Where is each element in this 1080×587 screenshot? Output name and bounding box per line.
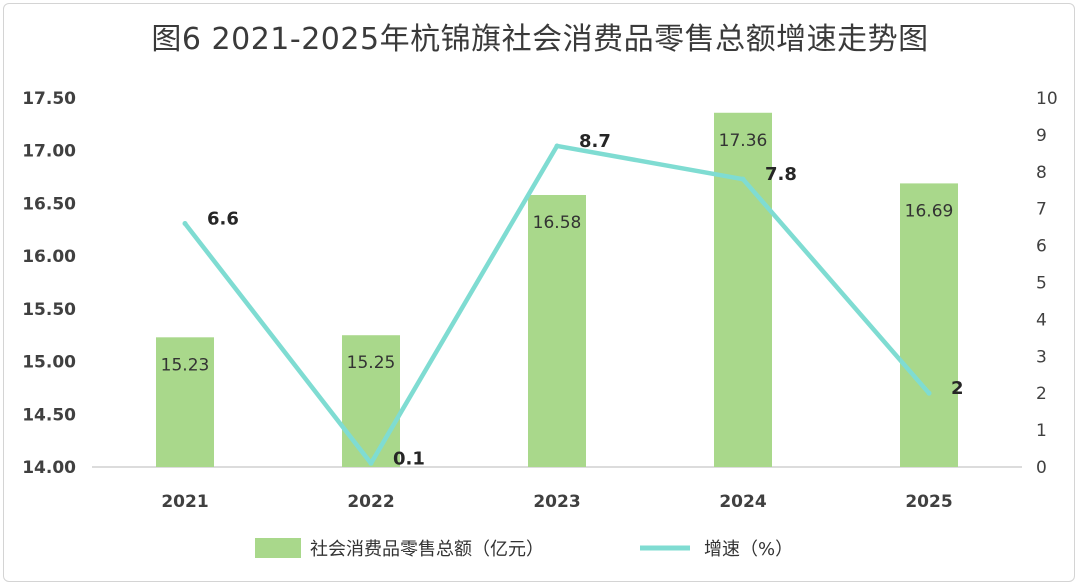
line-point-2024 [740, 176, 746, 182]
right-axis-tick-label: 8 [1036, 163, 1047, 183]
left-axis-tick-label: 16.50 [22, 194, 76, 214]
bar-value-label: 16.58 [533, 213, 582, 233]
line-point-2025 [926, 390, 932, 396]
left-axis-tick-label: 16.00 [22, 247, 76, 267]
chart-frame [3, 3, 1075, 582]
left-axis-tick-label: 15.50 [22, 300, 76, 320]
left-axis-tick-label: 17.50 [22, 89, 76, 109]
line-data-labels: 6.6 0.1 8.7 7.8 2 [207, 131, 964, 469]
bar-series [156, 112, 958, 467]
x-axis-tick-label: 2025 [905, 492, 952, 512]
x-axis-tick-label: 2023 [533, 492, 580, 512]
left-axis-tick-label: 17.00 [22, 142, 76, 162]
left-axis-tick-label: 15.00 [22, 353, 76, 373]
right-axis-tick-label: 7 [1036, 200, 1047, 220]
left-axis-tick-label: 14.50 [22, 405, 76, 425]
x-axis-tick-label: 2024 [719, 492, 766, 512]
line-value-label: 2 [951, 378, 964, 399]
left-axis-ticks: 14.00 14.50 15.00 15.50 16.00 16.50 17.00 17.50 [22, 89, 76, 478]
line-point-2021 [182, 220, 188, 226]
line-series [182, 143, 932, 466]
right-axis-tick-label: 10 [1036, 89, 1058, 109]
chart-title: 图6 2021-2025年杭锦旗社会消费品零售总额增速走势图 [151, 22, 929, 57]
bar-2024 [714, 112, 772, 467]
bar-data-labels: 15.23 15.25 16.58 17.36 16.69 [161, 131, 954, 376]
right-axis-tick-label: 4 [1036, 310, 1047, 330]
legend-label-bar: 社会消费品零售总额（亿元） [310, 539, 544, 560]
bar-value-label: 16.69 [905, 201, 954, 221]
bar-value-label: 15.25 [347, 353, 396, 373]
right-axis-tick-label: 3 [1036, 347, 1047, 367]
x-axis-tick-label: 2022 [347, 492, 394, 512]
bar-2021 [156, 337, 214, 467]
bar-value-label: 17.36 [719, 131, 768, 151]
legend: 社会消费品零售总额（亿元） 增速（%） [255, 538, 793, 560]
right-axis-ticks: 0 1 2 3 4 5 6 7 8 9 10 [1036, 89, 1058, 478]
bar-2023 [528, 194, 586, 467]
x-axis-tick-label: 2021 [161, 492, 208, 512]
right-axis-tick-label: 2 [1036, 384, 1047, 404]
left-axis-tick-label: 14.00 [22, 458, 76, 478]
line-value-label: 7.8 [765, 164, 797, 185]
right-axis-tick-label: 6 [1036, 237, 1047, 257]
right-axis-tick-label: 5 [1036, 274, 1047, 294]
bar-2022 [342, 335, 400, 467]
line-value-label: 8.7 [579, 131, 611, 152]
bar-value-label: 15.23 [161, 355, 210, 375]
line-point-2022 [368, 460, 374, 466]
line-point-2023 [554, 143, 560, 149]
right-axis-tick-label: 9 [1036, 126, 1047, 146]
x-axis-ticks: 2021 2022 2023 2024 2025 [161, 492, 952, 512]
line-value-label: 6.6 [207, 208, 239, 229]
line-value-label: 0.1 [393, 448, 425, 469]
legend-swatch-bar [255, 538, 301, 558]
legend-label-line: 增速（%） [704, 539, 793, 560]
bar-2025 [900, 183, 958, 467]
right-axis-tick-label: 1 [1036, 421, 1047, 441]
right-axis-tick-label: 0 [1036, 458, 1047, 478]
